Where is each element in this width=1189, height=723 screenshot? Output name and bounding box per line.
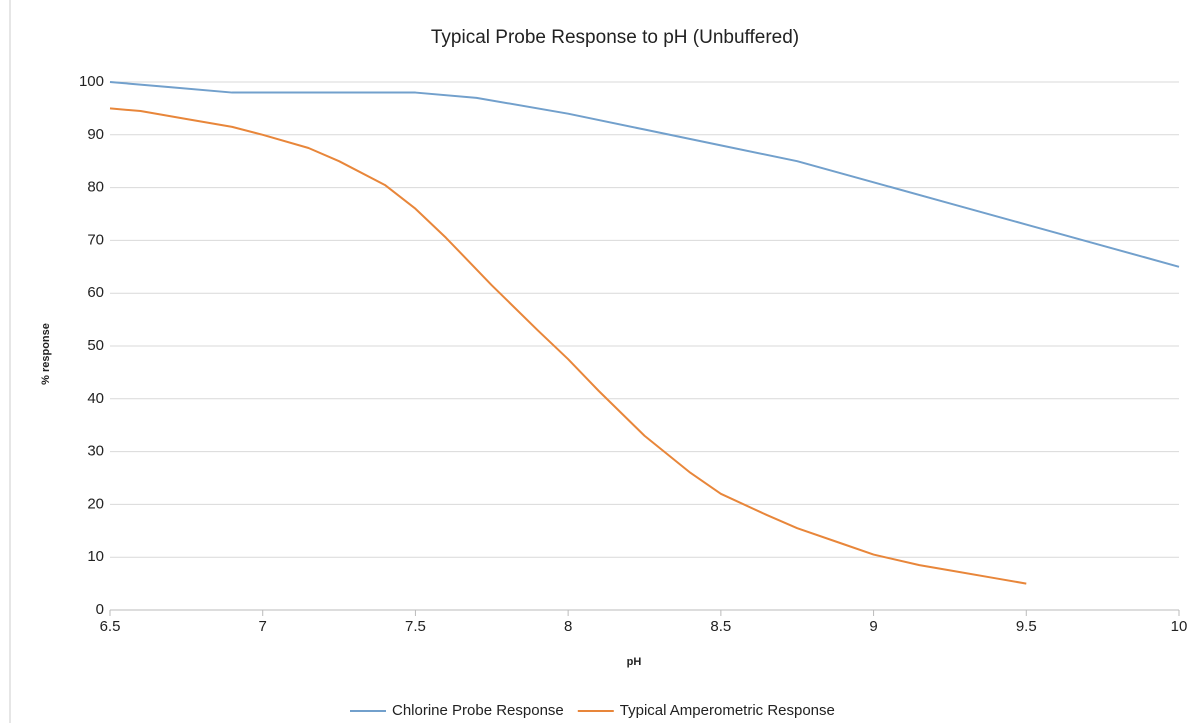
y-tick-label: 90 [87,126,104,143]
y-tick-label: 100 [79,73,104,90]
legend-label: Chlorine Probe Response [392,702,564,719]
y-tick-label: 80 [87,179,104,196]
y-tick-label: 20 [87,495,104,512]
x-tick-label: 6.5 [100,618,121,635]
y-axis-label: % response [40,323,52,385]
y-tick-label: 70 [87,231,104,248]
chart-title: Typical Probe Response to pH (Unbuffered… [431,27,799,48]
line-series [109,81,1180,268]
x-tick-label: 9 [869,618,877,635]
y-tick-label: 60 [87,284,104,301]
x-tick-label: 7.5 [405,618,426,635]
line-series [109,107,1027,585]
y-tick-label: 40 [87,390,104,407]
y-tick-label: 50 [87,337,104,354]
x-tick-label: 7 [259,618,267,635]
x-axis-label: pH [627,656,642,668]
x-tick-label: 8 [564,618,572,635]
x-tick-label: 8.5 [710,618,731,635]
x-tick-label: 10 [1171,618,1188,635]
y-tick-label: 30 [87,443,104,460]
y-tick-label: 0 [96,601,104,618]
y-tick-label: 10 [87,548,104,565]
x-tick-label: 9.5 [1016,618,1037,635]
legend-label: Typical Amperometric Response [620,702,835,719]
